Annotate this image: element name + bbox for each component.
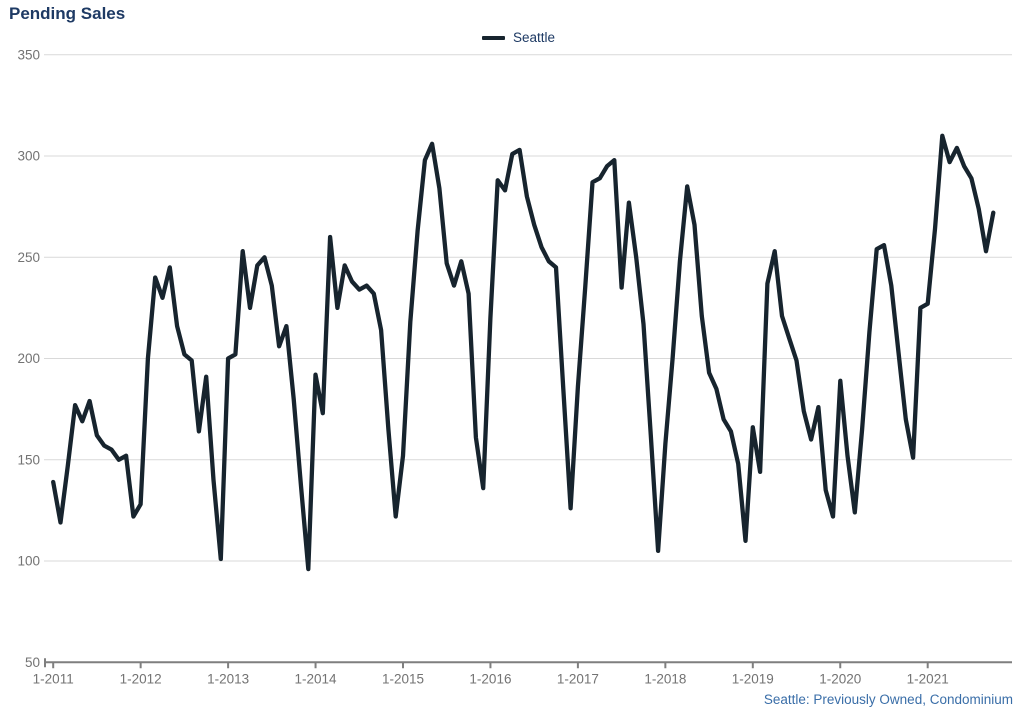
chart-legend: Seattle: [482, 30, 555, 45]
x-axis-label-1-2013: 1-2013: [207, 671, 249, 686]
x-axis-label-1-2021: 1-2021: [907, 671, 949, 686]
page-title: Pending Sales: [9, 4, 126, 23]
x-axis-label-1-2019: 1-2019: [732, 671, 774, 686]
x-axis-label-1-2011: 1-2011: [33, 671, 74, 686]
y-axis-label-300: 300: [17, 149, 40, 164]
chart-footnote: Seattle: Previously Owned, Condominium: [763, 692, 1013, 707]
legend-swatch-icon: [482, 35, 505, 40]
x-axis-label-1-2018: 1-2018: [644, 671, 686, 686]
x-axis-label-1-2016: 1-2016: [469, 671, 511, 686]
x-axis-label-1-2015: 1-2015: [382, 671, 424, 686]
y-axis-label-100: 100: [17, 554, 40, 569]
series-line-seattle: [51, 133, 996, 572]
y-axis-label-150: 150: [17, 452, 40, 467]
y-axis-label-350: 350: [17, 47, 40, 62]
y-axis-label-50: 50: [25, 655, 40, 670]
y-axis-label-250: 250: [17, 250, 40, 265]
y-axis-label-200: 200: [17, 351, 40, 366]
x-axis-label-1-2014: 1-2014: [295, 671, 338, 686]
x-axis-label-1-2017: 1-2017: [557, 671, 599, 686]
legend-item-seattle[interactable]: Seattle: [482, 30, 555, 45]
legend-item-label: Seattle: [513, 30, 556, 45]
x-axis-label-1-2020: 1-2020: [819, 671, 861, 686]
x-axis-label-1-2012: 1-2012: [120, 671, 162, 686]
